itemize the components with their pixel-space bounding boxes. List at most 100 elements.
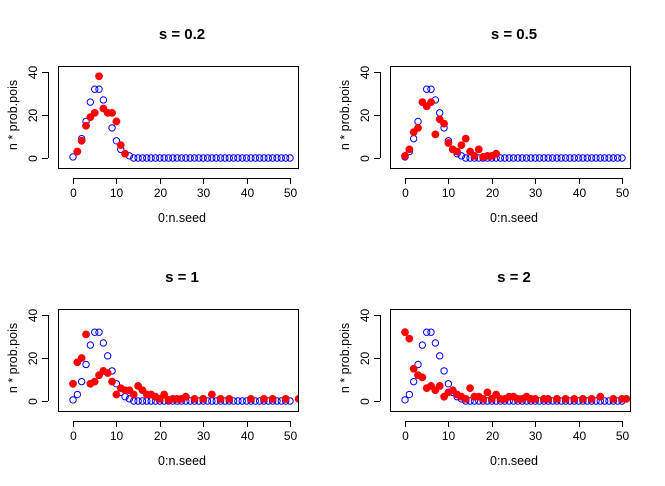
panel-title: s = 1 bbox=[165, 269, 199, 286]
x-axis-label: 0:n.seed bbox=[490, 454, 538, 468]
x-tick-label: 20 bbox=[154, 429, 168, 443]
y-tick-label: 20 bbox=[26, 352, 40, 366]
observed-point bbox=[216, 394, 225, 403]
expected-point bbox=[229, 154, 238, 162]
expected-point bbox=[600, 154, 609, 162]
observed-point bbox=[294, 395, 298, 403]
expected-point bbox=[186, 154, 194, 162]
expected-point bbox=[164, 154, 173, 162]
expected-point bbox=[444, 380, 453, 388]
expected-point bbox=[268, 154, 277, 162]
expected-point bbox=[570, 154, 578, 162]
x-tick-label: 50 bbox=[616, 186, 630, 200]
series-points bbox=[401, 85, 626, 162]
x-tick-label: 20 bbox=[154, 186, 168, 200]
y-tick-label: 40 bbox=[26, 66, 40, 80]
x-tick-label: 40 bbox=[241, 186, 255, 200]
expected-point bbox=[143, 154, 151, 162]
observed-point bbox=[427, 98, 435, 106]
observed-point bbox=[77, 136, 86, 145]
x-tick-label: 20 bbox=[486, 186, 500, 200]
y-axis-label: n * prob.pois bbox=[6, 323, 20, 393]
x-tick-label: 30 bbox=[197, 429, 211, 443]
expected-point bbox=[86, 341, 95, 349]
expected-point bbox=[583, 154, 591, 162]
observed-point bbox=[466, 384, 474, 392]
y-axis-label: n * prob.pois bbox=[338, 323, 352, 393]
expected-point bbox=[69, 153, 77, 161]
observed-point bbox=[435, 382, 444, 390]
x-tick-label: 0 bbox=[402, 429, 409, 443]
expected-point bbox=[427, 328, 435, 336]
expected-point bbox=[281, 154, 290, 162]
plot-frame bbox=[390, 66, 631, 169]
observed-point bbox=[622, 394, 630, 403]
observed-point bbox=[95, 72, 103, 81]
series-points bbox=[69, 72, 294, 162]
observed-point bbox=[112, 117, 121, 126]
expected-point bbox=[91, 328, 99, 336]
expected-point bbox=[277, 154, 286, 162]
observed-point bbox=[77, 354, 86, 362]
expected-point bbox=[535, 154, 544, 162]
observed-point bbox=[108, 108, 116, 117]
expected-point bbox=[216, 154, 225, 162]
expected-point bbox=[587, 154, 596, 162]
panel-title: s = 2 bbox=[497, 269, 531, 286]
expected-point bbox=[77, 377, 86, 386]
observed-point bbox=[544, 394, 553, 403]
observed-point bbox=[281, 394, 290, 403]
expected-point bbox=[540, 154, 548, 162]
expected-point bbox=[457, 152, 466, 160]
series-points bbox=[69, 328, 298, 405]
expected-point bbox=[596, 154, 604, 162]
expected-point bbox=[190, 154, 199, 162]
expected-point bbox=[203, 154, 212, 162]
observed-point bbox=[112, 390, 121, 399]
panel-s-1: s = 1 0:n.seed n * prob.pois 0 10 20 30 40 50… bbox=[6, 269, 299, 468]
observed-point bbox=[82, 121, 90, 130]
expected-point bbox=[505, 154, 513, 162]
expected-point bbox=[112, 137, 121, 145]
expected-point bbox=[251, 154, 259, 162]
observed-point bbox=[247, 394, 255, 403]
plot-frame bbox=[58, 66, 299, 169]
observed-point bbox=[260, 394, 268, 403]
observed-point bbox=[561, 394, 570, 403]
observed-point bbox=[474, 145, 483, 154]
x-tick-label: 10 bbox=[442, 429, 456, 443]
observed-point bbox=[90, 377, 99, 386]
observed-point bbox=[409, 364, 418, 373]
plot-area: 0 10 20 30 40 50 0 20 40 bbox=[358, 66, 631, 200]
expected-point bbox=[238, 154, 246, 162]
plot-area: 0 10 20 30 40 50 0 20 40 bbox=[358, 309, 631, 443]
expected-point bbox=[414, 360, 422, 369]
observed-point bbox=[431, 130, 440, 139]
expected-point bbox=[286, 154, 294, 162]
plot-area: 0 10 20 30 40 50 0 20 40 bbox=[26, 66, 299, 200]
observed-point bbox=[483, 388, 492, 397]
x-tick-label: 50 bbox=[284, 429, 298, 443]
expected-point bbox=[125, 395, 134, 403]
expected-point bbox=[234, 397, 242, 405]
observed-point bbox=[82, 330, 90, 339]
observed-point bbox=[108, 377, 116, 386]
expected-point bbox=[156, 154, 164, 162]
expected-point bbox=[134, 154, 142, 162]
expected-point bbox=[182, 154, 190, 162]
expected-point bbox=[273, 154, 281, 162]
observed-point bbox=[453, 147, 461, 156]
expected-point bbox=[160, 154, 168, 162]
x-tick-label: 50 bbox=[284, 186, 298, 200]
expected-point bbox=[242, 154, 251, 162]
expected-point bbox=[130, 154, 138, 162]
observed-point bbox=[116, 141, 125, 149]
panel-s-2: s = 2 0:n.seed n * prob.pois 0 10 20 30 40 50… bbox=[338, 269, 631, 468]
expected-point bbox=[613, 154, 622, 162]
plot-area: 0 10 20 30 40 50 0 20 40 bbox=[26, 309, 299, 443]
y-tick-label: 40 bbox=[358, 66, 372, 80]
y-axis-label: n * prob.pois bbox=[6, 80, 20, 150]
expected-point bbox=[199, 154, 207, 162]
y-tick-label: 20 bbox=[358, 109, 372, 123]
